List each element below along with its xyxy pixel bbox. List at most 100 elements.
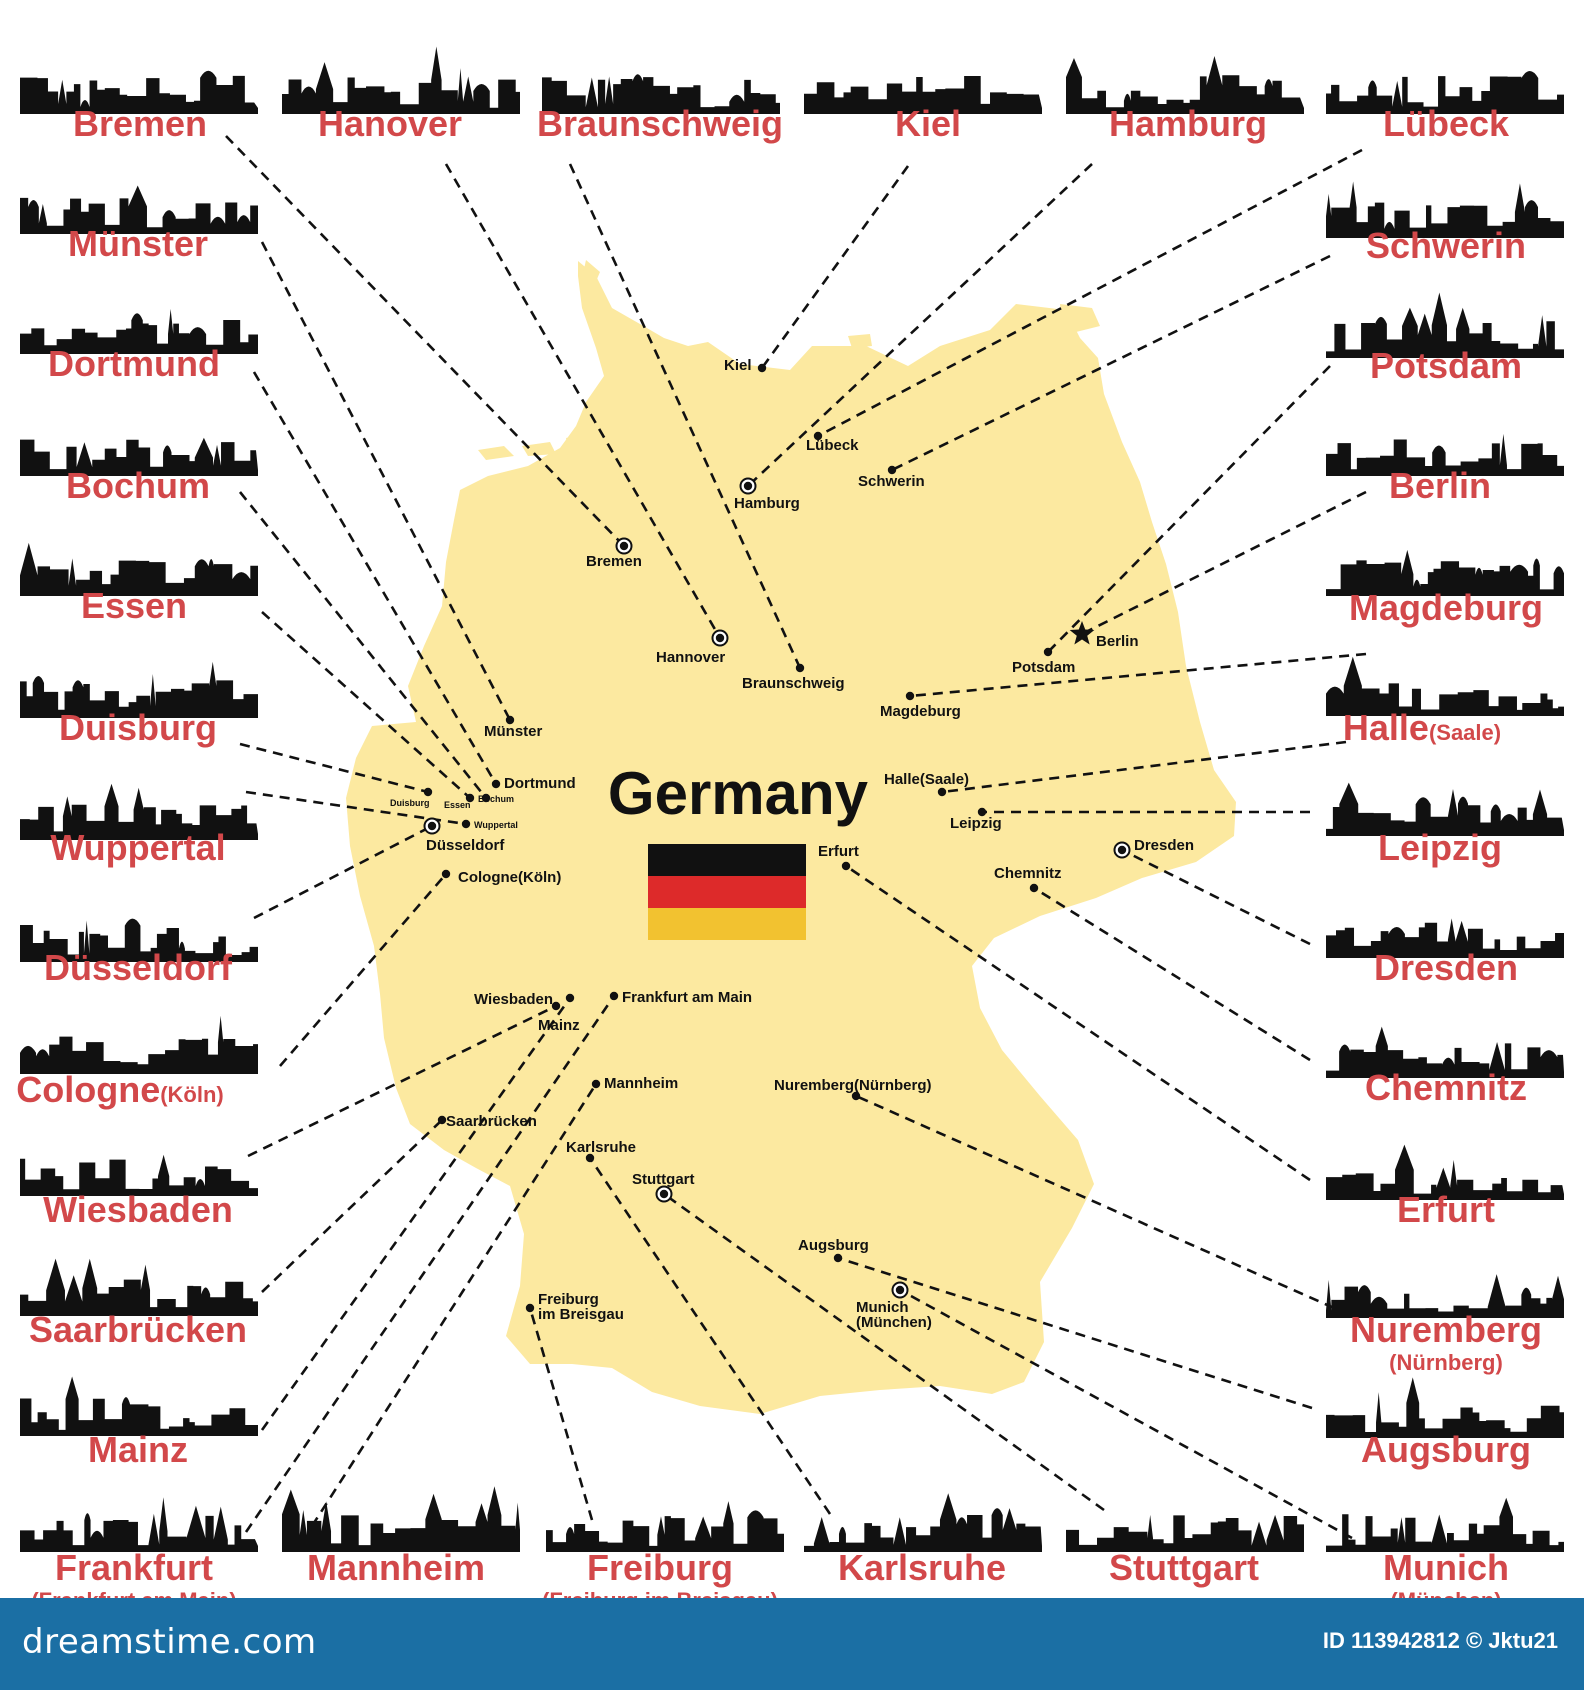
city-marker-bochum — [481, 793, 491, 803]
skyline-ground — [1326, 593, 1564, 596]
leader-line-magdeburg — [909, 652, 1367, 698]
city-name-dresden: Dresden — [1374, 947, 1518, 988]
leader-line-nuremberg — [855, 1094, 1335, 1310]
flag-stripe-2 — [648, 876, 806, 908]
leader-line-bremen — [225, 135, 625, 547]
city-marker-core-dresden — [1117, 845, 1127, 855]
skyline-silhouette — [20, 70, 258, 114]
city-marker-core-duesseldorf — [427, 821, 437, 831]
city-marker-nuremberg — [851, 1091, 861, 1101]
city-marker-wuppertal — [461, 819, 471, 829]
map-label-leipzig: Leipzig — [950, 815, 1002, 832]
skyline-silhouette — [1066, 1514, 1304, 1552]
skyline-panel-hamburg: Hamburg — [1066, 56, 1304, 144]
skyline-silhouette — [1326, 1274, 1564, 1318]
skyline-panel-freiburg: Freiburg(Freiburg im Breisgau) — [542, 1501, 784, 1613]
city-name-bremen: Bremen — [73, 103, 207, 144]
skyline-silhouette — [1066, 56, 1304, 114]
city-name-frankfurt: Frankfurt — [55, 1547, 213, 1588]
city-marker-saarbruecken — [437, 1115, 447, 1125]
city-name-berlin: Berlin — [1389, 465, 1491, 506]
skyline-panel-bremen: Bremen — [20, 70, 258, 144]
island-ruegen — [1060, 304, 1100, 332]
map-label-dortmund: Dortmund — [504, 775, 576, 792]
city-marker-erfurt — [841, 861, 851, 871]
city-name-stuttgart: Stuttgart — [1109, 1547, 1259, 1588]
skyline-silhouette — [20, 437, 258, 476]
skyline-panel-karlsruhe: Karlsruhe — [804, 1493, 1042, 1588]
skyline-ground — [20, 837, 258, 840]
map-label-freiburg: Freiburg im Breisgau — [538, 1291, 624, 1323]
city-marker-dortmund — [491, 779, 501, 789]
city-name-hanover: Hanover — [318, 103, 462, 144]
leader-line-kiel — [760, 165, 910, 369]
city-name-braunschweig: Braunschweig — [537, 103, 783, 144]
skyline-panel-mainz: Mainz — [20, 1376, 258, 1470]
map-label-duisburg: Duisburg — [390, 798, 430, 808]
map-label-bremen: Bremen — [586, 553, 642, 570]
map-label-cologne: Cologne(Köln) — [458, 869, 561, 886]
skyline-silhouette — [20, 783, 258, 840]
skyline-ground — [1326, 235, 1564, 238]
city-name-luebeck: Lübeck — [1383, 103, 1510, 144]
footer-brand: dreamstime.com — [22, 1622, 317, 1662]
skyline-panel-halle: Halle(Saale) — [1326, 656, 1564, 748]
skyline-ground — [20, 473, 258, 476]
island-fehmarn — [848, 334, 872, 348]
map-label-braunschweig: Braunschweig — [742, 675, 845, 692]
skyline-silhouette — [20, 1376, 258, 1436]
skyline-ground — [1066, 111, 1304, 114]
city-marker-muenster — [505, 715, 515, 725]
city-name-wuppertal: Wuppertal — [50, 827, 225, 868]
leader-line-mainz — [260, 997, 572, 1431]
skyline-silhouette — [282, 46, 520, 114]
city-marker-magdeburg — [905, 691, 915, 701]
map-label-halle: Halle(Saale) — [884, 771, 969, 788]
skyline-silhouette — [1326, 1144, 1564, 1200]
map-label-wiesbaden: Wiesbaden — [474, 991, 553, 1008]
skyline-ground — [1326, 713, 1564, 716]
skyline-ground — [1326, 355, 1564, 358]
leader-line-dortmund — [252, 371, 498, 785]
skyline-silhouette — [20, 185, 258, 234]
city-marker-core-hamburg — [743, 481, 753, 491]
skyline-silhouette — [1326, 782, 1564, 836]
map-label-erfurt: Erfurt — [818, 843, 859, 860]
city-name-schwerin: Schwerin — [1366, 225, 1526, 266]
skyline-silhouette — [804, 1493, 1042, 1552]
skyline-panels: Bremen Hanover Braunschweig Kiel Hamburg Lübe… — [16, 46, 1564, 1613]
island-frisian-west — [478, 446, 514, 460]
map-title: Germany — [608, 760, 869, 827]
skyline-panel-dortmund: Dortmund — [20, 308, 258, 384]
leader-line-luebeck — [817, 148, 1363, 438]
city-marker-core-hanover — [715, 633, 725, 643]
skyline-silhouette — [1326, 292, 1564, 358]
skyline-panel-kiel: Kiel — [804, 75, 1042, 144]
map-label-muenster: Münster — [484, 723, 543, 740]
skyline-panel-wiesbaden: Wiesbaden — [20, 1154, 258, 1230]
map-label-mainz: Mainz — [538, 1017, 580, 1034]
skyline-silhouette — [1326, 656, 1564, 716]
city-name-nuremberg: Nuremberg — [1350, 1309, 1542, 1350]
skyline-panel-dresden: Dresden — [1326, 918, 1564, 988]
city-name-kiel: Kiel — [895, 103, 961, 144]
skyline-panel-essen: Essen — [20, 542, 258, 626]
map-label-potsdam: Potsdam — [1012, 659, 1075, 676]
skyline-panel-saarbruecken: Saarbrücken — [20, 1258, 258, 1350]
skyline-ground — [20, 231, 258, 234]
skyline-ground — [804, 111, 1042, 114]
city-name-duisburg: Duisburg — [59, 707, 217, 748]
leader-line-dresden — [1121, 848, 1311, 946]
skyline-silhouette — [20, 1154, 258, 1196]
skyline-panel-frankfurt: Frankfurt(Frankfurt am Main) — [20, 1497, 258, 1613]
leader-lines — [225, 135, 1367, 1540]
skyline-panel-duisburg: Duisburg — [20, 661, 258, 748]
skyline-panel-bochum: Bochum — [20, 437, 258, 506]
skyline-ground — [20, 111, 258, 114]
map-label-karlsruhe: Karlsruhe — [566, 1139, 636, 1156]
skyline-panel-duesseldorf: Düsseldorf — [20, 918, 258, 988]
city-name-muenster: Münster — [68, 223, 208, 264]
map-label-hanover: Hannover — [656, 649, 725, 666]
map-label-saarbruecken: Saarbrücken — [446, 1113, 537, 1130]
leader-line-braunschweig — [568, 163, 802, 669]
